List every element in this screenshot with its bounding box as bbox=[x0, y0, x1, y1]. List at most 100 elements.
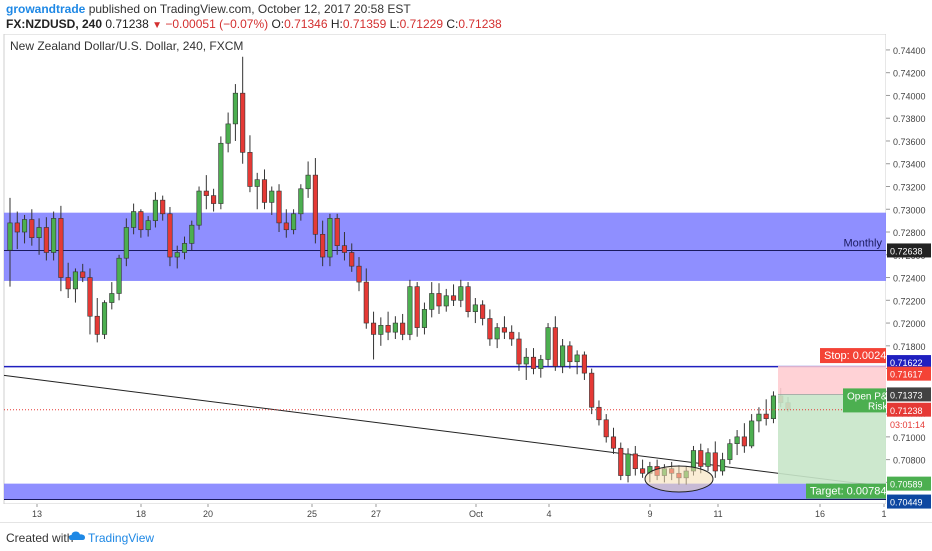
candle-body bbox=[501, 327, 507, 333]
candle-body bbox=[421, 309, 428, 328]
candle bbox=[545, 323, 551, 367]
time-tick-label: 4 bbox=[546, 509, 551, 519]
candle bbox=[501, 316, 507, 339]
candle bbox=[7, 197, 13, 287]
candle-body bbox=[87, 277, 93, 317]
candle bbox=[770, 391, 777, 424]
candle bbox=[640, 459, 646, 478]
candle bbox=[763, 399, 769, 426]
candle-body bbox=[152, 199, 158, 221]
high-label: H: bbox=[330, 17, 343, 31]
candle-body bbox=[334, 218, 340, 246]
candle-body bbox=[160, 199, 166, 215]
candle bbox=[80, 263, 86, 283]
candle bbox=[705, 448, 711, 471]
candle bbox=[247, 135, 253, 193]
candle-body bbox=[516, 338, 522, 365]
candle bbox=[109, 282, 115, 310]
candle-body bbox=[218, 142, 224, 204]
candle bbox=[581, 351, 587, 380]
candle bbox=[123, 218, 129, 267]
monthly-zone bbox=[4, 212, 886, 281]
tradingview-brand[interactable]: TradingView bbox=[88, 531, 155, 545]
publish-info: growandtrade published on TradingView.co… bbox=[6, 2, 411, 16]
author-link[interactable]: growandtrade bbox=[6, 2, 86, 16]
monthly-price-tag-box bbox=[887, 243, 931, 258]
candle bbox=[632, 445, 638, 476]
candle bbox=[232, 84, 238, 141]
candle bbox=[116, 254, 122, 301]
candle-body bbox=[581, 354, 587, 374]
time-tick-label: 11 bbox=[713, 509, 722, 519]
candle-body bbox=[72, 271, 78, 290]
candle-body bbox=[370, 322, 377, 335]
candle bbox=[603, 414, 609, 443]
price-tick-label: 0.72200 bbox=[893, 296, 926, 306]
price-tick-label: 0.73400 bbox=[893, 160, 926, 170]
candle-body bbox=[465, 286, 471, 312]
candle-body bbox=[320, 233, 326, 258]
candle-body bbox=[596, 406, 602, 421]
candle-body bbox=[356, 265, 362, 283]
footer: Created with TradingView bbox=[0, 522, 932, 551]
target-label-box bbox=[806, 483, 886, 499]
candle-body bbox=[196, 190, 202, 226]
candle-body bbox=[283, 222, 289, 231]
open-label: O: bbox=[271, 17, 285, 31]
candle-body bbox=[458, 286, 464, 301]
candle bbox=[327, 213, 333, 267]
candle bbox=[101, 300, 108, 339]
candle bbox=[269, 186, 275, 215]
candle-body bbox=[36, 227, 42, 239]
candle bbox=[305, 161, 311, 198]
candle-body bbox=[174, 252, 180, 258]
time-tick-label: 9 bbox=[647, 509, 652, 519]
candle-body bbox=[589, 372, 595, 408]
candle bbox=[87, 268, 93, 335]
candle bbox=[21, 214, 28, 244]
target-zone-band bbox=[4, 483, 886, 500]
candle-body bbox=[712, 452, 718, 472]
candle bbox=[58, 205, 64, 292]
candle-body bbox=[763, 413, 769, 419]
candle bbox=[436, 283, 442, 314]
candle bbox=[552, 316, 558, 371]
candle-body bbox=[363, 281, 369, 324]
countdown-tag-box bbox=[887, 416, 931, 431]
candle bbox=[414, 282, 420, 337]
candle-body bbox=[203, 190, 209, 196]
candle-body bbox=[632, 453, 638, 470]
time-tick-label: 25 bbox=[307, 509, 317, 519]
low-value: 0.71229 bbox=[399, 17, 443, 31]
candle bbox=[189, 220, 195, 251]
candle-body bbox=[211, 195, 217, 204]
candle bbox=[458, 279, 464, 308]
candle-body bbox=[65, 277, 71, 290]
created-with-text: Created with bbox=[6, 531, 74, 545]
price-tick-label: 0.73600 bbox=[893, 137, 926, 147]
candle bbox=[698, 443, 704, 474]
candle-body bbox=[487, 318, 493, 340]
candle-body bbox=[254, 179, 260, 187]
candle-body bbox=[385, 325, 391, 333]
ohlc-info: FX:NZDUSD, 240 0.71238 ▼ −0.00051 (−0.07… bbox=[6, 17, 502, 31]
candle bbox=[94, 298, 100, 343]
candle bbox=[211, 188, 217, 212]
candle-body bbox=[625, 453, 631, 476]
candle-body bbox=[167, 213, 173, 258]
candle-body bbox=[705, 452, 711, 467]
candle bbox=[218, 136, 224, 210]
open-pl-label: Open P& bbox=[847, 391, 888, 402]
candle bbox=[618, 442, 624, 481]
target-price-tag: 0.70589 bbox=[890, 480, 923, 490]
price-chart[interactable]: Monthly Stop: 0.00244 Open P&Risk Target: … bbox=[0, 34, 932, 522]
candle bbox=[560, 338, 566, 374]
candle-body bbox=[545, 327, 551, 360]
highlight-ellipse bbox=[644, 465, 714, 493]
down-arrow-icon: ▼ bbox=[152, 20, 163, 31]
candle bbox=[203, 175, 209, 210]
candle bbox=[509, 325, 515, 346]
candle bbox=[254, 172, 260, 210]
candle-body bbox=[530, 356, 537, 369]
candle-body bbox=[43, 227, 49, 253]
